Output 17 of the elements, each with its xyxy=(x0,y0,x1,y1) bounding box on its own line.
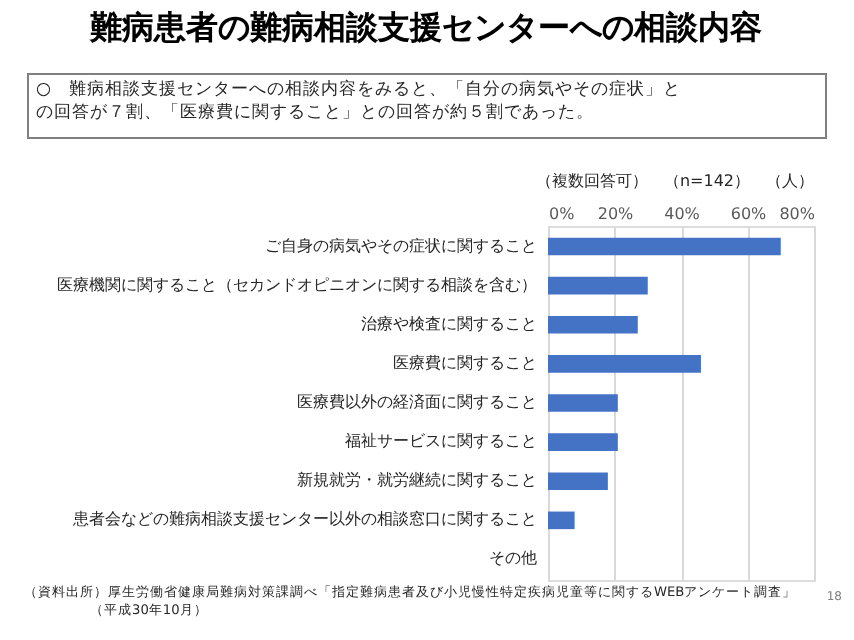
y-tick-label: ご自身の病気やその症状に関すること xyxy=(265,236,537,255)
chart-title: 難病患者の難病相談支援センターへの相談内容 xyxy=(88,8,762,46)
y-tick-label: 福祉サービスに関すること xyxy=(345,432,537,451)
x-tick-label: 60% xyxy=(730,205,768,223)
y-tick-label: 新規就労・就労継続に関すること xyxy=(297,471,537,490)
text: （複数回答可） （n=142） （人） xyxy=(535,172,814,190)
y-tick-label: 医療費に関すること xyxy=(393,353,537,372)
y-tick-label: その他 xyxy=(489,549,537,568)
y-tick-label: 治療や検査に関すること xyxy=(361,314,537,333)
text: ○ 難病相談支援センターへの相談内容をみると、「自分の病気やその症状」との回答が７割、「医療費に関すること」との回答が約５割であった。 xyxy=(36,78,681,124)
x-tick-label: 0% xyxy=(549,205,576,223)
x-tick-label: 40% xyxy=(664,205,701,223)
y-tick-label: 医療費以外の経済面に関すること xyxy=(297,393,537,411)
x-tick-label: 20% xyxy=(597,205,635,223)
x-tick-label: 80% xyxy=(779,205,816,223)
y-tick-label: 医療機関に関すること（セカンドオピニオンに関する相談を含む） xyxy=(57,275,537,294)
y-tick-label: 患者会などの難病相談支援センター以外の相談窓口に関すること xyxy=(71,510,537,529)
